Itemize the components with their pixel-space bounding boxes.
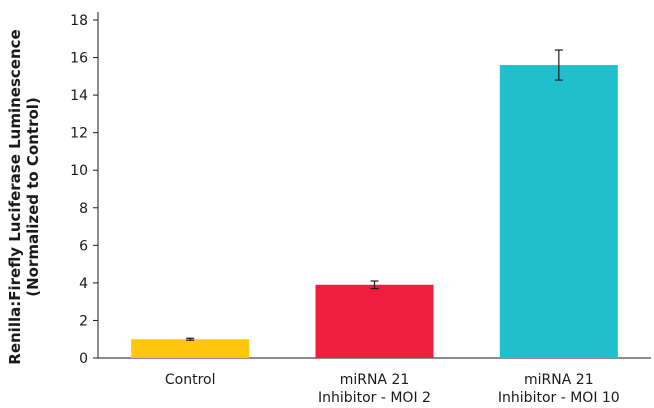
x-category-label-line: Control <box>165 372 216 388</box>
y-axis-title-line: (Normalized to Control) <box>24 97 42 297</box>
y-tick-label: 14 <box>70 88 88 104</box>
y-tick-label: 6 <box>79 238 88 254</box>
y-tick-label: 2 <box>79 313 88 329</box>
y-tick-label: 16 <box>70 51 88 67</box>
bar <box>131 339 250 358</box>
y-tick-label: 18 <box>70 13 88 29</box>
x-category-label: miRNA 21 Inhibitor - MOI 10 <box>498 372 620 406</box>
y-tick-label: 8 <box>79 201 88 217</box>
y-axis-title-line: Renilla:Firefly Luciferase Luminescence <box>6 29 24 364</box>
y-tick-label: 12 <box>70 126 88 142</box>
y-axis-title-group: Renilla:Firefly Luciferase Luminescence(… <box>6 29 42 364</box>
x-category-label-line: miRNA 21 <box>524 372 594 388</box>
bars <box>131 65 618 359</box>
bar <box>315 284 434 358</box>
bar <box>499 65 618 359</box>
x-category-label-line: Inhibitor - MOI 2 <box>318 390 431 406</box>
x-category-label: Control <box>165 372 216 388</box>
x-category-label: miRNA 21 Inhibitor - MOI 2 <box>318 372 431 406</box>
y-tick-label: 0 <box>79 351 88 367</box>
x-category-label-line: Inhibitor - MOI 10 <box>498 390 620 406</box>
y-tick-label: 10 <box>70 163 88 179</box>
y-tick-label: 4 <box>79 276 88 292</box>
y-axis-ticks: 0 2 4 6 8 10 12 14 16 18 <box>70 13 98 367</box>
x-category-label-line: miRNA 21 <box>340 372 410 388</box>
error-bars <box>186 49 563 341</box>
y-axis-title: Renilla:Firefly Luciferase Luminescence(… <box>6 29 42 364</box>
